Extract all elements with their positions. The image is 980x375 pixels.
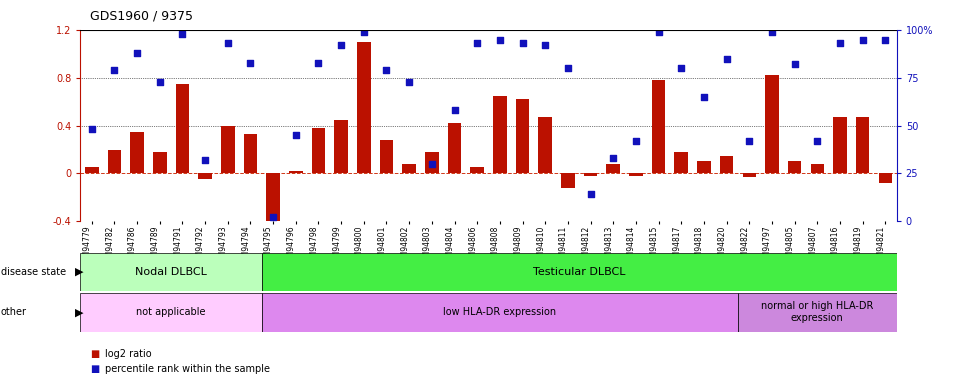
Bar <box>674 152 688 173</box>
Text: ▶: ▶ <box>74 307 83 317</box>
Bar <box>425 152 439 173</box>
Point <box>628 138 644 144</box>
Text: other: other <box>1 307 27 317</box>
Point <box>469 40 485 46</box>
Point <box>333 42 349 48</box>
Bar <box>515 99 529 173</box>
Text: normal or high HLA-DR
expression: normal or high HLA-DR expression <box>761 302 873 323</box>
Point <box>696 94 711 100</box>
Point <box>877 37 893 43</box>
Bar <box>738 292 897 332</box>
Bar <box>403 164 416 173</box>
Text: ■: ■ <box>90 364 99 374</box>
Point <box>832 40 848 46</box>
Bar <box>470 168 484 173</box>
Bar <box>312 128 325 173</box>
Point <box>220 40 235 46</box>
Bar <box>379 140 393 173</box>
Bar <box>153 152 167 173</box>
Bar <box>130 132 144 173</box>
Bar <box>262 253 897 291</box>
Text: ▶: ▶ <box>74 267 83 277</box>
Bar <box>220 126 234 173</box>
Text: log2 ratio: log2 ratio <box>105 350 152 359</box>
Bar <box>833 117 847 173</box>
Bar <box>743 173 757 177</box>
Point <box>378 67 394 73</box>
Bar <box>856 117 869 173</box>
Bar <box>198 173 212 179</box>
Point <box>129 50 145 56</box>
Point <box>742 138 758 144</box>
Text: GDS1960 / 9375: GDS1960 / 9375 <box>90 9 193 22</box>
Bar <box>562 173 574 188</box>
Text: low HLA-DR expression: low HLA-DR expression <box>443 307 557 317</box>
Point <box>174 31 190 37</box>
Point <box>718 56 734 62</box>
Text: disease state: disease state <box>1 267 66 277</box>
Bar <box>448 123 462 173</box>
Point <box>809 138 825 144</box>
Point <box>651 29 666 35</box>
Point <box>152 79 168 85</box>
Bar <box>289 171 303 173</box>
Bar <box>765 75 779 173</box>
Point <box>447 107 463 113</box>
Point <box>243 60 259 66</box>
Point <box>197 157 213 163</box>
Point <box>560 65 575 71</box>
Bar <box>80 292 262 332</box>
Bar <box>629 173 643 176</box>
Text: percentile rank within the sample: percentile rank within the sample <box>105 364 270 374</box>
Bar <box>697 162 710 173</box>
Point <box>107 67 122 73</box>
Bar <box>810 164 824 173</box>
Bar <box>720 156 733 173</box>
Text: Testicular DLBCL: Testicular DLBCL <box>533 267 625 277</box>
Text: not applicable: not applicable <box>136 307 206 317</box>
Text: Nodal DLBCL: Nodal DLBCL <box>135 267 207 277</box>
Point <box>356 29 371 35</box>
Point <box>311 60 326 66</box>
Point <box>492 37 508 43</box>
Point <box>787 62 803 68</box>
Point <box>266 214 281 220</box>
Point <box>424 161 440 167</box>
Bar <box>538 117 552 173</box>
Bar <box>878 173 892 183</box>
Point <box>673 65 689 71</box>
Bar <box>652 80 665 173</box>
Bar <box>244 134 257 173</box>
Bar <box>788 162 802 173</box>
Point <box>402 79 417 85</box>
Point <box>855 37 870 43</box>
Bar <box>85 168 99 173</box>
Bar <box>262 292 738 332</box>
Point <box>764 29 780 35</box>
Bar <box>607 164 620 173</box>
Text: ■: ■ <box>90 350 99 359</box>
Point <box>537 42 553 48</box>
Point <box>606 155 621 161</box>
Bar <box>584 173 598 176</box>
Bar <box>175 84 189 173</box>
Point <box>514 40 530 46</box>
Point <box>84 126 100 132</box>
Bar <box>493 96 507 173</box>
Bar <box>334 120 348 173</box>
Bar <box>357 42 370 173</box>
Bar <box>108 150 122 173</box>
Point <box>288 132 304 138</box>
Point <box>583 192 599 198</box>
Bar <box>267 173 280 233</box>
Bar <box>80 253 262 291</box>
